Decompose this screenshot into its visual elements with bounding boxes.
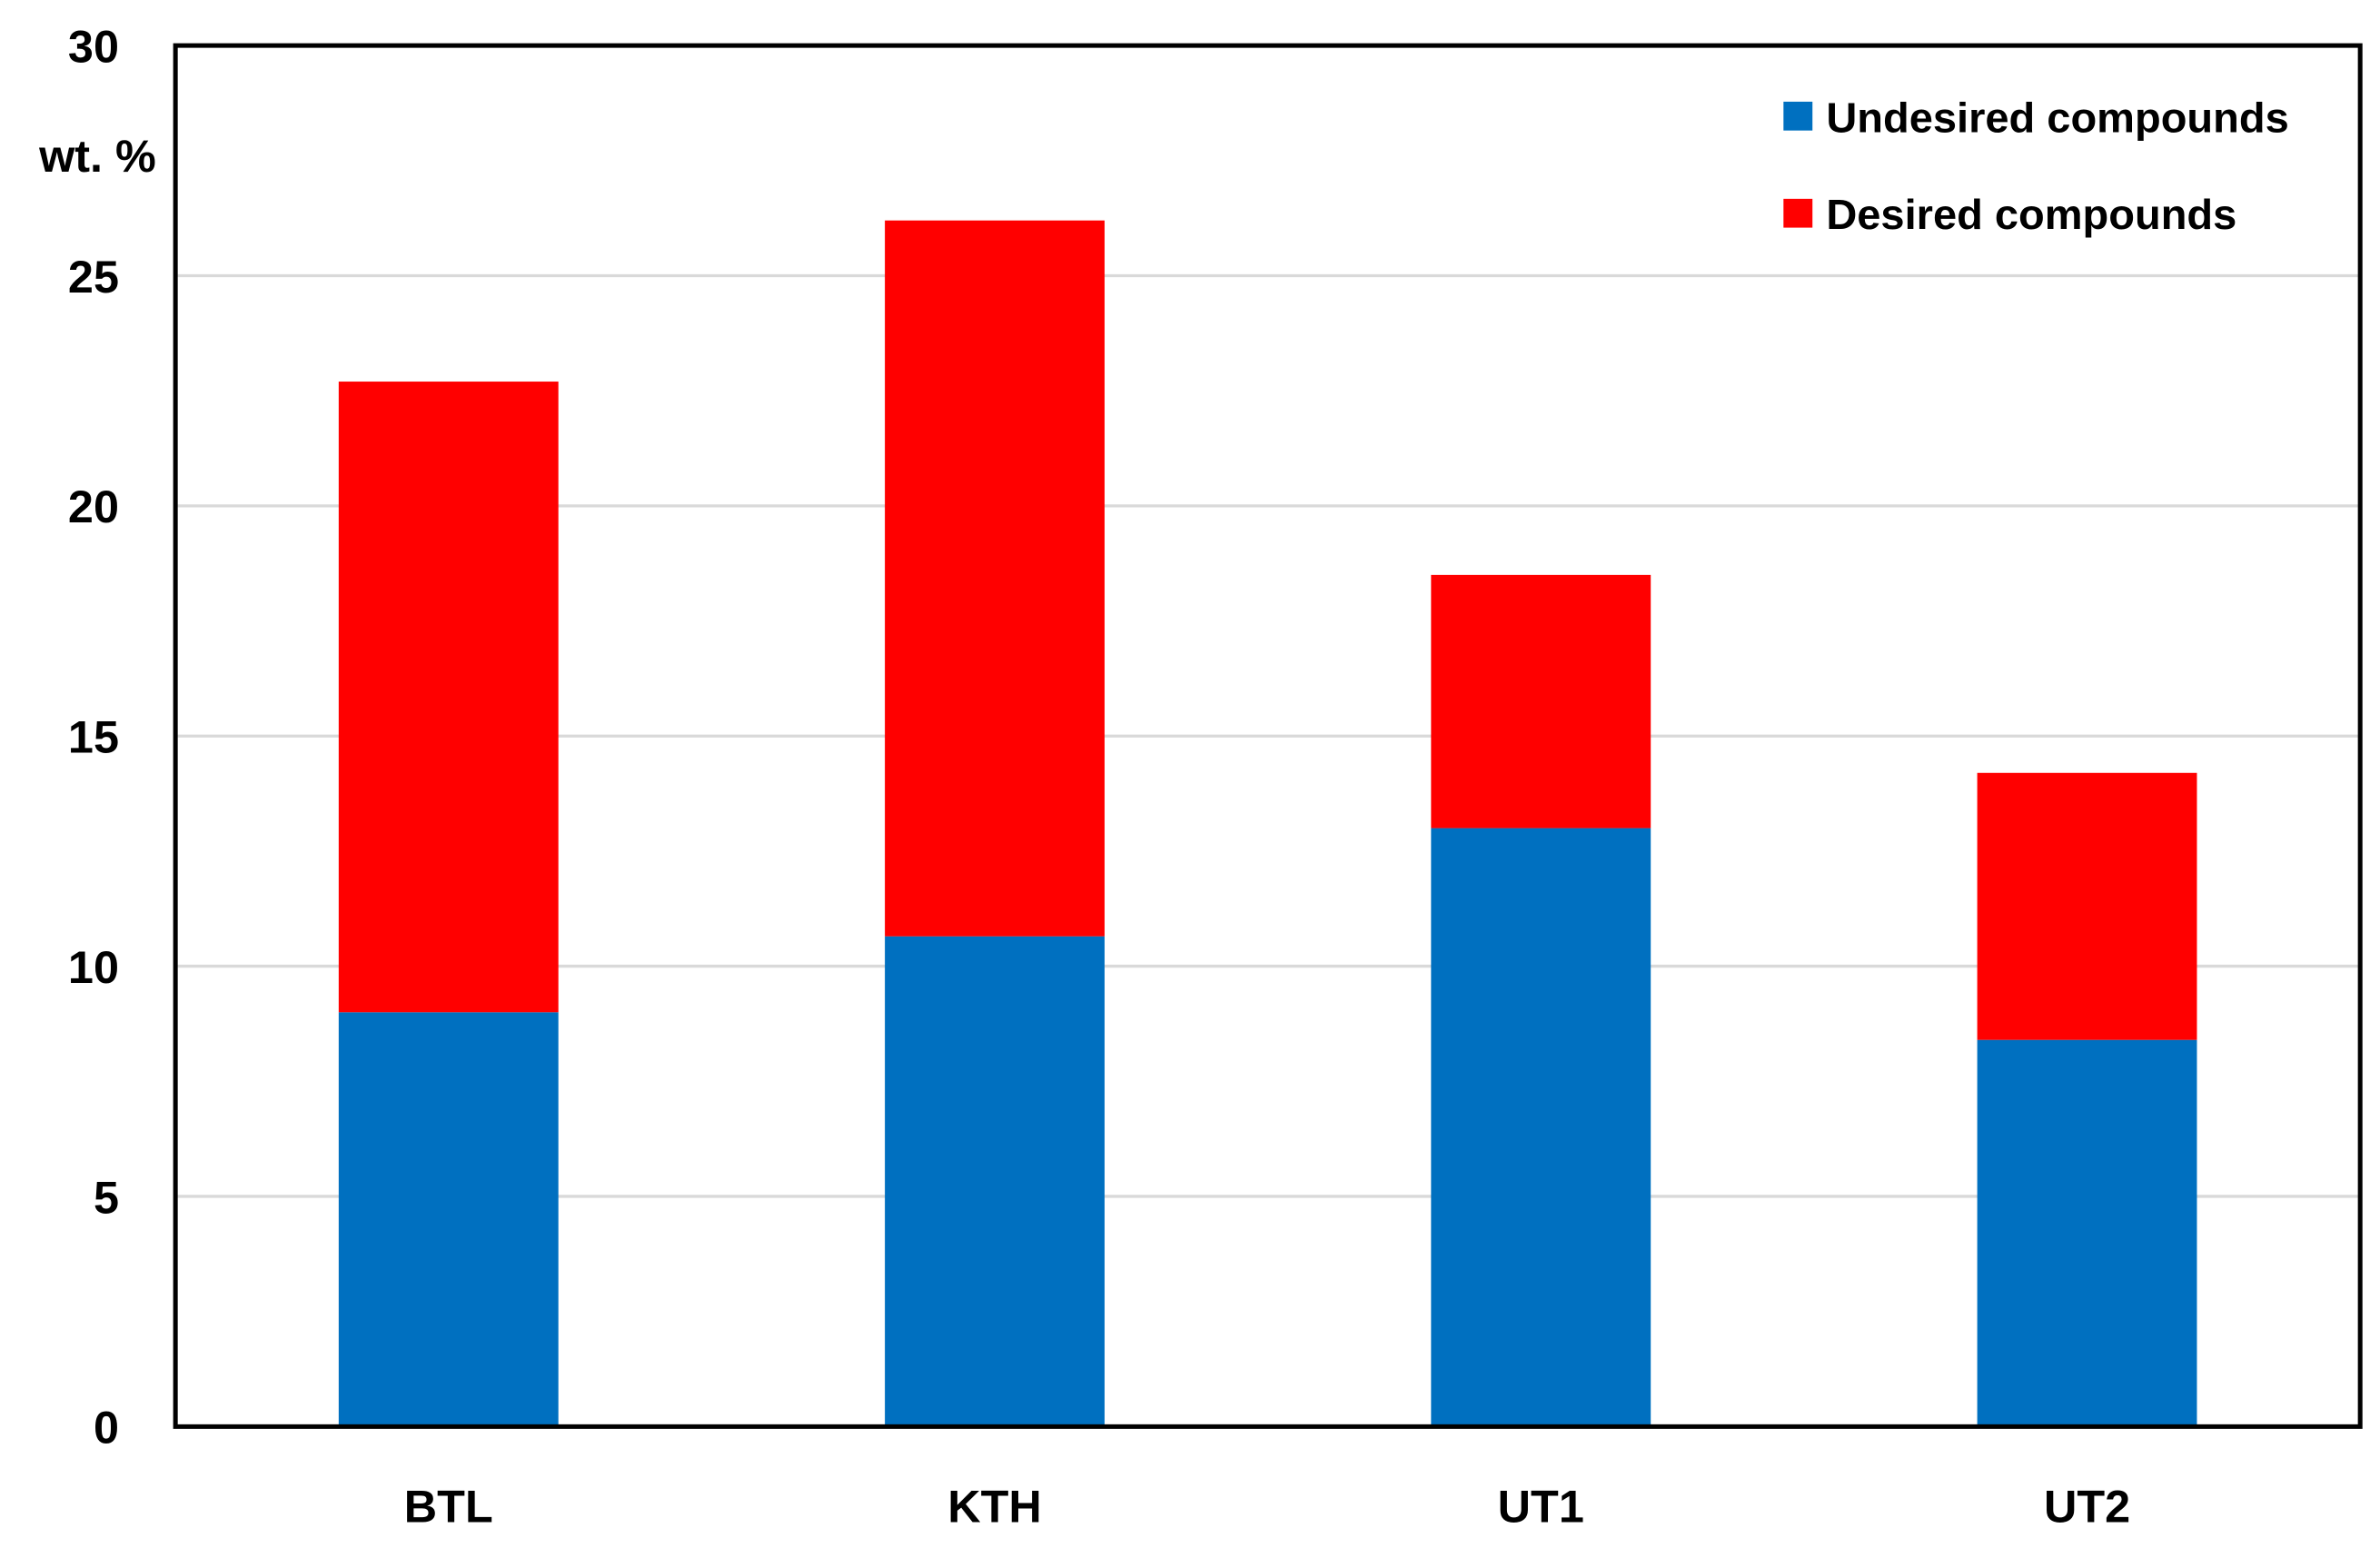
y-axis-label: wt. % — [38, 131, 156, 182]
bar-KTH-desired-compounds — [885, 220, 1105, 937]
legend-label: Desired compounds — [1826, 191, 2236, 238]
bar-UT2-undesired-compounds — [1977, 1039, 2197, 1427]
bar-UT1-desired-compounds — [1431, 574, 1651, 829]
legend-label: Undesired compounds — [1826, 94, 2288, 141]
bar-KTH-undesired-compounds — [885, 936, 1105, 1427]
y-tick-label: 30 — [68, 22, 119, 73]
legend-swatch — [1783, 101, 1813, 131]
y-tick-label: 0 — [94, 1403, 119, 1454]
bars — [338, 220, 2197, 1427]
x-tick-label: UT1 — [1498, 1482, 1584, 1533]
bar-BTL-desired-compounds — [338, 382, 559, 1013]
y-tick-label: 15 — [68, 712, 119, 763]
x-tick-labels: BTL KTH UT1 UT2 — [404, 1482, 2130, 1533]
bar-UT1-undesired-compounds — [1431, 828, 1651, 1427]
y-tick-label: 20 — [68, 481, 119, 532]
y-tick-label: 10 — [68, 942, 119, 993]
x-tick-label: KTH — [947, 1482, 1042, 1533]
legend: Undesired compounds Desired compounds — [1783, 94, 2289, 238]
bar-UT2-desired-compounds — [1977, 772, 2197, 1040]
x-tick-label: BTL — [404, 1482, 493, 1533]
y-tick-label: 5 — [94, 1172, 119, 1223]
plot-frame — [173, 43, 2363, 1429]
legend-swatch — [1783, 198, 1813, 228]
y-tick-label: 25 — [68, 252, 119, 303]
y-tick-labels: 0 5 10 15 20 25 30 — [68, 22, 119, 1454]
x-tick-label: UT2 — [2044, 1482, 2130, 1533]
bar-BTL-undesired-compounds — [338, 1012, 559, 1427]
